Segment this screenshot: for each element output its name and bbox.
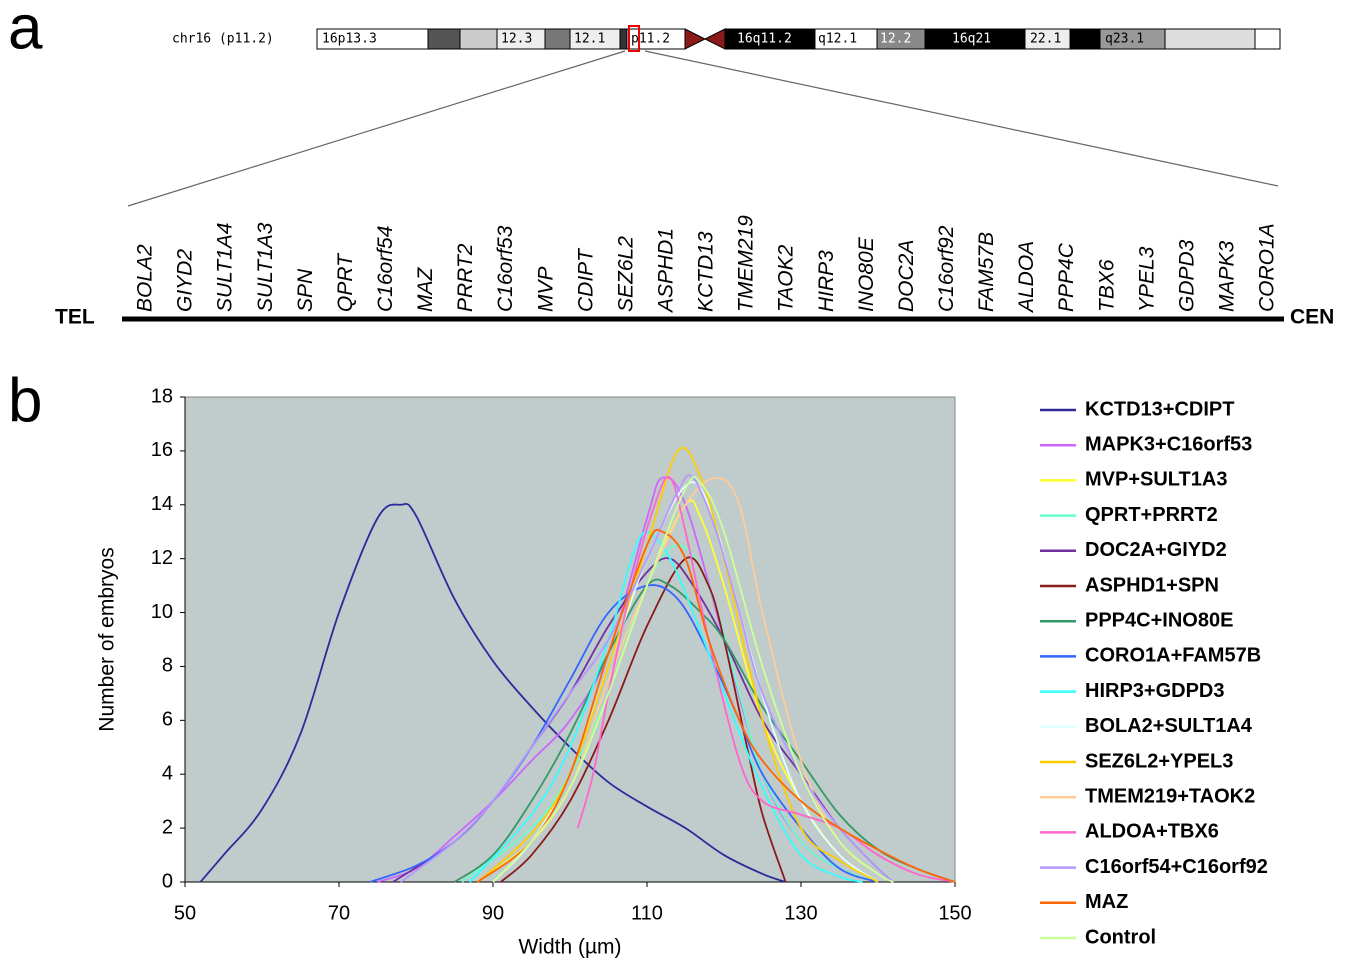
band-label: q23.1 <box>1105 32 1144 47</box>
legend-label: Control <box>1085 926 1156 948</box>
gene-label: C16orf54 <box>374 226 397 312</box>
zoom-line <box>127 50 626 207</box>
gene-label: TAOK2 <box>775 244 798 312</box>
band-label: 12.2 <box>880 32 911 47</box>
end-label: CEN <box>1290 306 1334 329</box>
series-line <box>199 502 786 883</box>
series-line <box>400 474 894 883</box>
y-axis-label: Number of embryos <box>96 547 119 731</box>
legend-label: TMEM219+TAOK2 <box>1085 785 1255 807</box>
end-label: TEL <box>55 306 95 329</box>
zoom-line <box>644 50 1279 187</box>
band-label: 22.1 <box>1030 32 1061 47</box>
y-tick-label: 10 <box>151 601 173 623</box>
gene-label: TBX6 <box>1095 259 1118 312</box>
y-tick-label: 4 <box>162 763 173 785</box>
x-tick-label: 110 <box>631 902 663 924</box>
gene-label: SULT1A3 <box>254 222 277 312</box>
legend-label: SEZ6L2+YPEL3 <box>1085 750 1233 772</box>
x-tick-label: 50 <box>174 902 196 924</box>
band-label: 12.1 <box>574 32 605 47</box>
gene-label: YPEL3 <box>1135 246 1158 312</box>
chart: 0 2 4 6 8 10 12 14 16 18 50 70 90 110 130 150 Width (µm)… <box>96 385 1268 958</box>
band-label: 12.3 <box>501 32 532 47</box>
y-tick-label: 16 <box>151 439 173 461</box>
band-label: 16q21 <box>952 32 991 47</box>
gene-label: HIRP3 <box>815 250 838 312</box>
series-line <box>492 475 894 883</box>
y-tick-label: 14 <box>151 493 173 515</box>
x-axis-label: Width (µm) <box>518 936 621 959</box>
gene-label: MAPK3 <box>1215 240 1238 312</box>
gene-label: GIYD2 <box>174 249 197 312</box>
gene-label: PPP4C <box>1055 242 1078 312</box>
chromosome-label: chr16 (p11.2) <box>172 32 274 47</box>
legend-label: CORO1A+FAM57B <box>1085 645 1261 667</box>
series-line <box>477 528 956 883</box>
y-tick-label: 6 <box>162 709 173 731</box>
legend-label: HIRP3+GDPD3 <box>1085 680 1225 702</box>
gene-label: QPRT <box>334 252 357 312</box>
band-label: p11.2 <box>631 32 670 47</box>
gene-label: PRRT2 <box>454 243 477 312</box>
gene-label: FAM57B <box>975 232 998 312</box>
y-tick-label: 0 <box>162 870 173 892</box>
gene-label: INO80E <box>855 236 878 312</box>
legend-label: KCTD13+CDIPT <box>1085 398 1234 420</box>
legend-label: C16orf54+C16orf92 <box>1085 856 1268 878</box>
legend-label: MVP+SULT1A3 <box>1085 469 1227 491</box>
gene-label: KCTD13 <box>695 231 718 312</box>
gene-label: CDIPT <box>574 247 597 312</box>
legend-label: BOLA2+SULT1A4 <box>1085 715 1253 737</box>
band-label: q12.1 <box>818 32 857 47</box>
y-tick-label: 8 <box>162 655 173 677</box>
series-line <box>469 530 863 883</box>
legend-label: MAPK3+C16orf53 <box>1085 433 1252 455</box>
gene-label: C16orf92 <box>935 225 958 312</box>
gene-label: GDPD3 <box>1175 239 1198 312</box>
x-tick-label: 70 <box>328 902 350 924</box>
plot-area <box>184 396 956 883</box>
y-tick-label: 18 <box>151 385 173 407</box>
band-label: 16p13.3 <box>322 32 377 47</box>
gene-label: TMEM219 <box>735 215 758 312</box>
gene-label: MVP <box>534 266 557 312</box>
x-tick-label: 90 <box>482 902 504 924</box>
x-tick-label: 130 <box>784 902 817 924</box>
legend-label: DOC2A+GIYD2 <box>1085 539 1227 561</box>
gene-label: SULT1A4 <box>214 223 237 313</box>
gene-label: BOLA2 <box>134 244 157 312</box>
gene-label: SEZ6L2 <box>614 236 637 312</box>
gene-list: BOLA2 GIYD2 SULT1A4 SULT1A3 SPN QPRT C16orf54 M… <box>134 215 1279 314</box>
y-tick-label: 2 <box>162 816 173 838</box>
gene-label: DOC2A <box>895 240 918 312</box>
gene-label: C16orf53 <box>494 225 517 312</box>
gene-label: ALDOA <box>1015 241 1038 314</box>
gene-label: ASPHD1 <box>654 228 677 314</box>
x-tick-label: 150 <box>938 902 971 924</box>
gene-label: MAZ <box>414 267 437 313</box>
series-line <box>576 476 956 883</box>
ideogram <box>316 25 1281 52</box>
gene-label: CORO1A <box>1256 223 1279 312</box>
band-label: 16q11.2 <box>737 32 792 47</box>
panel-label: b <box>8 366 42 435</box>
legend-label: ALDOA+TBX6 <box>1085 821 1219 843</box>
legend-label: PPP4C+INO80E <box>1085 609 1233 631</box>
gene-label: SPN <box>294 268 317 312</box>
legend-label: QPRT+PRRT2 <box>1085 504 1218 526</box>
y-tick-label: 12 <box>151 547 173 569</box>
panel-label: a <box>8 0 43 62</box>
legend-label: ASPHD1+SPN <box>1085 574 1219 596</box>
legend-label: MAZ <box>1085 891 1128 913</box>
